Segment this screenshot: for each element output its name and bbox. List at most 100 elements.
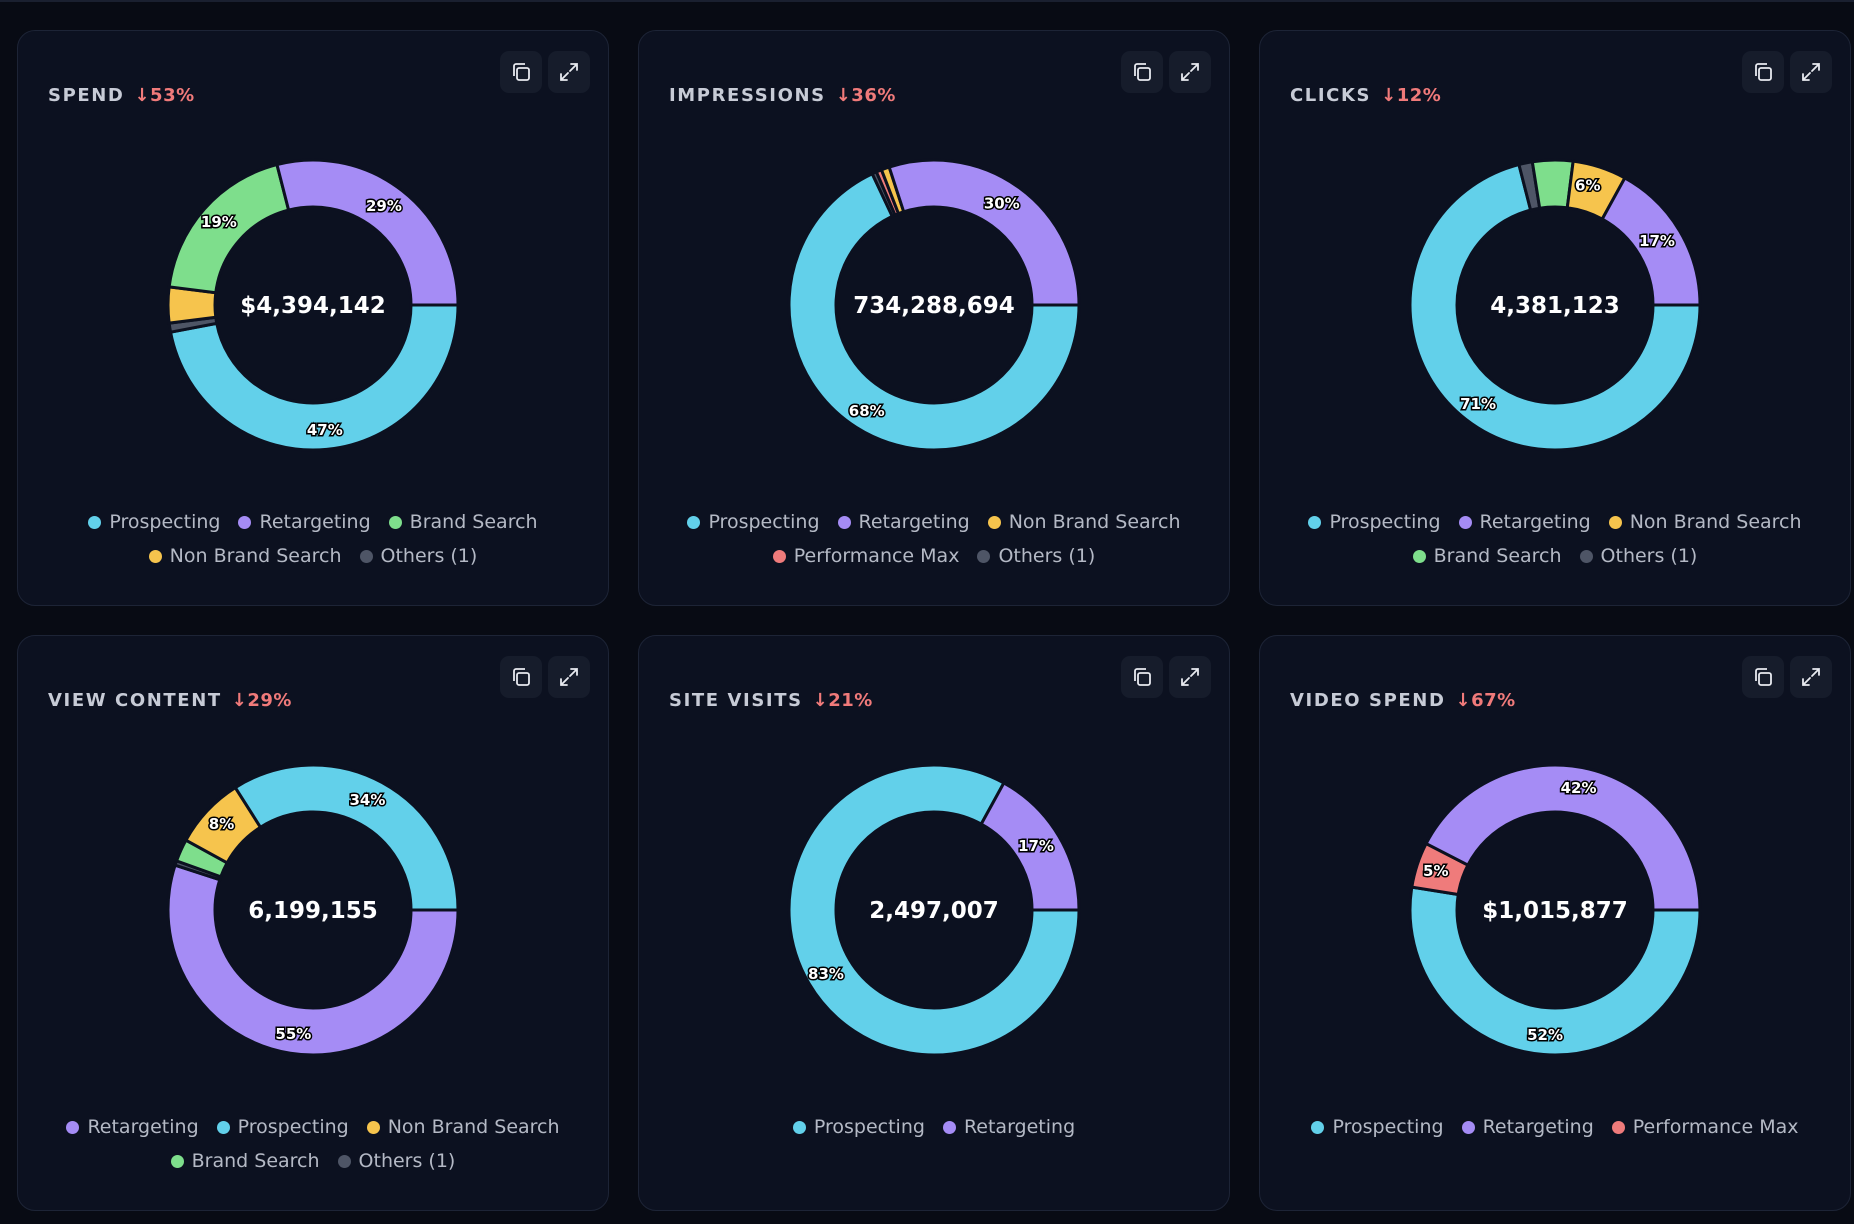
expand-button[interactable]: [1169, 51, 1211, 93]
slice-label-non-brand-search: 8%: [209, 815, 234, 833]
legend-dot-icon: [238, 515, 252, 529]
change-badge: ↓67%: [1455, 690, 1516, 711]
legend-label: Others (1): [1600, 545, 1698, 567]
legend-item-performance-max[interactable]: Performance Max: [772, 545, 959, 567]
card-toolbar: [500, 51, 590, 93]
video-spend-card: VIDEO SPEND ↓67% 52% 5% 42% $1,015,877 Prospec…: [1259, 635, 1851, 1211]
slice-label-non-brand-search: 6%: [1575, 177, 1600, 195]
slice-prospecting[interactable]: [787, 171, 1081, 452]
legend-item-retargeting[interactable]: Retargeting: [1461, 1116, 1594, 1138]
slice-prospecting[interactable]: [787, 763, 1081, 1057]
card-toolbar: [1742, 51, 1832, 93]
legend-item-others-1[interactable]: Others (1): [977, 545, 1095, 567]
legend-dot-icon: [942, 1120, 956, 1134]
legend-item-performance-max[interactable]: Performance Max: [1611, 1116, 1799, 1138]
legend-dot-icon: [977, 549, 991, 563]
legend-dot-icon: [1311, 1120, 1325, 1134]
slice-retargeting[interactable]: [1424, 763, 1702, 912]
legend-label: Prospecting: [109, 511, 221, 533]
legend-item-retargeting[interactable]: Retargeting: [66, 1116, 199, 1138]
chart-title: VIDEO SPEND: [1290, 690, 1446, 711]
slice-retargeting[interactable]: [979, 780, 1081, 912]
slice-label-prospecting: 34%: [350, 791, 386, 809]
expand-button[interactable]: [548, 656, 590, 698]
card-header: VIDEO SPEND ↓67%: [1290, 690, 1516, 711]
chart-title: SPEND: [48, 85, 125, 106]
expand-button[interactable]: [1169, 656, 1211, 698]
impressions-card: IMPRESSIONS ↓36% 68% 30% 734,288,694 Prospect…: [638, 30, 1230, 606]
legend-item-prospecting[interactable]: Prospecting: [1311, 1116, 1444, 1138]
legend-item-prospecting[interactable]: Prospecting: [1308, 511, 1441, 533]
legend-item-prospecting[interactable]: Prospecting: [216, 1116, 349, 1138]
legend-item-non-brand-search[interactable]: Non Brand Search: [987, 511, 1181, 533]
copy-icon: [513, 63, 530, 81]
legend-item-retargeting[interactable]: Retargeting: [837, 511, 970, 533]
legend-label: Others (1): [998, 545, 1096, 567]
chart-legend: Retargeting Prospecting Non Brand Search Br…: [58, 1116, 568, 1172]
legend-item-brand-search[interactable]: Brand Search: [388, 511, 538, 533]
slice-retargeting[interactable]: [275, 158, 460, 307]
legend-item-others-1[interactable]: Others (1): [359, 545, 477, 567]
card-header: VIEW CONTENT ↓29%: [48, 690, 292, 711]
legend-label: Prospecting: [708, 511, 820, 533]
copy-button[interactable]: [1121, 656, 1163, 698]
slice-label-retargeting: 17%: [1018, 837, 1054, 855]
chart-title: CLICKS: [1290, 85, 1372, 106]
expand-button[interactable]: [548, 51, 590, 93]
legend-dot-icon: [66, 1120, 80, 1134]
legend-item-brand-search[interactable]: Brand Search: [1412, 545, 1562, 567]
slice-prospecting[interactable]: [168, 303, 460, 452]
legend-item-others-1[interactable]: Others (1): [1579, 545, 1698, 567]
legend-item-non-brand-search[interactable]: Non Brand Search: [148, 545, 342, 567]
expand-icon: [1802, 63, 1820, 81]
legend-item-prospecting[interactable]: Prospecting: [88, 511, 220, 533]
expand-button[interactable]: [1790, 51, 1832, 93]
legend-item-retargeting[interactable]: Retargeting: [1458, 511, 1591, 533]
legend-item-others-1[interactable]: Others (1): [337, 1150, 455, 1172]
legend-item-non-brand-search[interactable]: Non Brand Search: [366, 1116, 560, 1138]
slice-label-retargeting: 29%: [366, 197, 402, 215]
legend-item-retargeting[interactable]: Retargeting: [942, 1116, 1075, 1138]
card-toolbar: [500, 656, 590, 698]
chart-legend: Prospecting Retargeting Brand Search Non Br…: [58, 511, 568, 567]
card-header: CLICKS ↓12%: [1290, 85, 1441, 106]
legend-label: Brand Search: [409, 511, 538, 533]
legend-label: Prospecting: [1332, 1116, 1444, 1138]
change-badge: ↓21%: [812, 690, 873, 711]
legend-item-non-brand-search[interactable]: Non Brand Search: [1608, 511, 1802, 533]
legend-dot-icon: [687, 515, 701, 529]
slice-label-retargeting: 42%: [1561, 779, 1597, 797]
slice-label-prospecting: 83%: [808, 965, 844, 983]
legend-label: Prospecting: [1329, 511, 1441, 533]
donut-chart: 68% 30% 734,288,694: [787, 158, 1081, 452]
slice-retargeting[interactable]: [1600, 175, 1702, 307]
slice-label-prospecting: 47%: [307, 421, 343, 439]
slice-retargeting[interactable]: [887, 158, 1081, 307]
legend-dot-icon: [1412, 549, 1426, 563]
legend-item-retargeting[interactable]: Retargeting: [238, 511, 371, 533]
legend-dot-icon: [1458, 515, 1472, 529]
chart-title: SITE VISITS: [669, 690, 803, 711]
slice-prospecting[interactable]: [1408, 885, 1702, 1057]
chart-legend: Prospecting Retargeting Non Brand Search Pe…: [679, 511, 1189, 567]
slice-prospecting[interactable]: [233, 763, 460, 912]
copy-button[interactable]: [1121, 51, 1163, 93]
copy-button[interactable]: [500, 656, 542, 698]
total-value: 6,199,155: [248, 898, 378, 924]
legend-dot-icon: [772, 549, 786, 563]
copy-button[interactable]: [1742, 656, 1784, 698]
copy-button[interactable]: [500, 51, 542, 93]
legend-dot-icon: [388, 515, 402, 529]
card-toolbar: [1742, 656, 1832, 698]
legend-item-prospecting[interactable]: Prospecting: [792, 1116, 925, 1138]
expand-icon: [1181, 63, 1199, 81]
copy-button[interactable]: [1742, 51, 1784, 93]
card-toolbar: [1121, 51, 1211, 93]
expand-button[interactable]: [1790, 656, 1832, 698]
legend-item-brand-search[interactable]: Brand Search: [170, 1150, 320, 1172]
slice-retargeting[interactable]: [166, 863, 460, 1057]
copy-icon: [513, 668, 530, 686]
slice-prospecting[interactable]: [1408, 162, 1702, 452]
legend-label: Retargeting: [858, 511, 970, 533]
legend-item-prospecting[interactable]: Prospecting: [687, 511, 820, 533]
